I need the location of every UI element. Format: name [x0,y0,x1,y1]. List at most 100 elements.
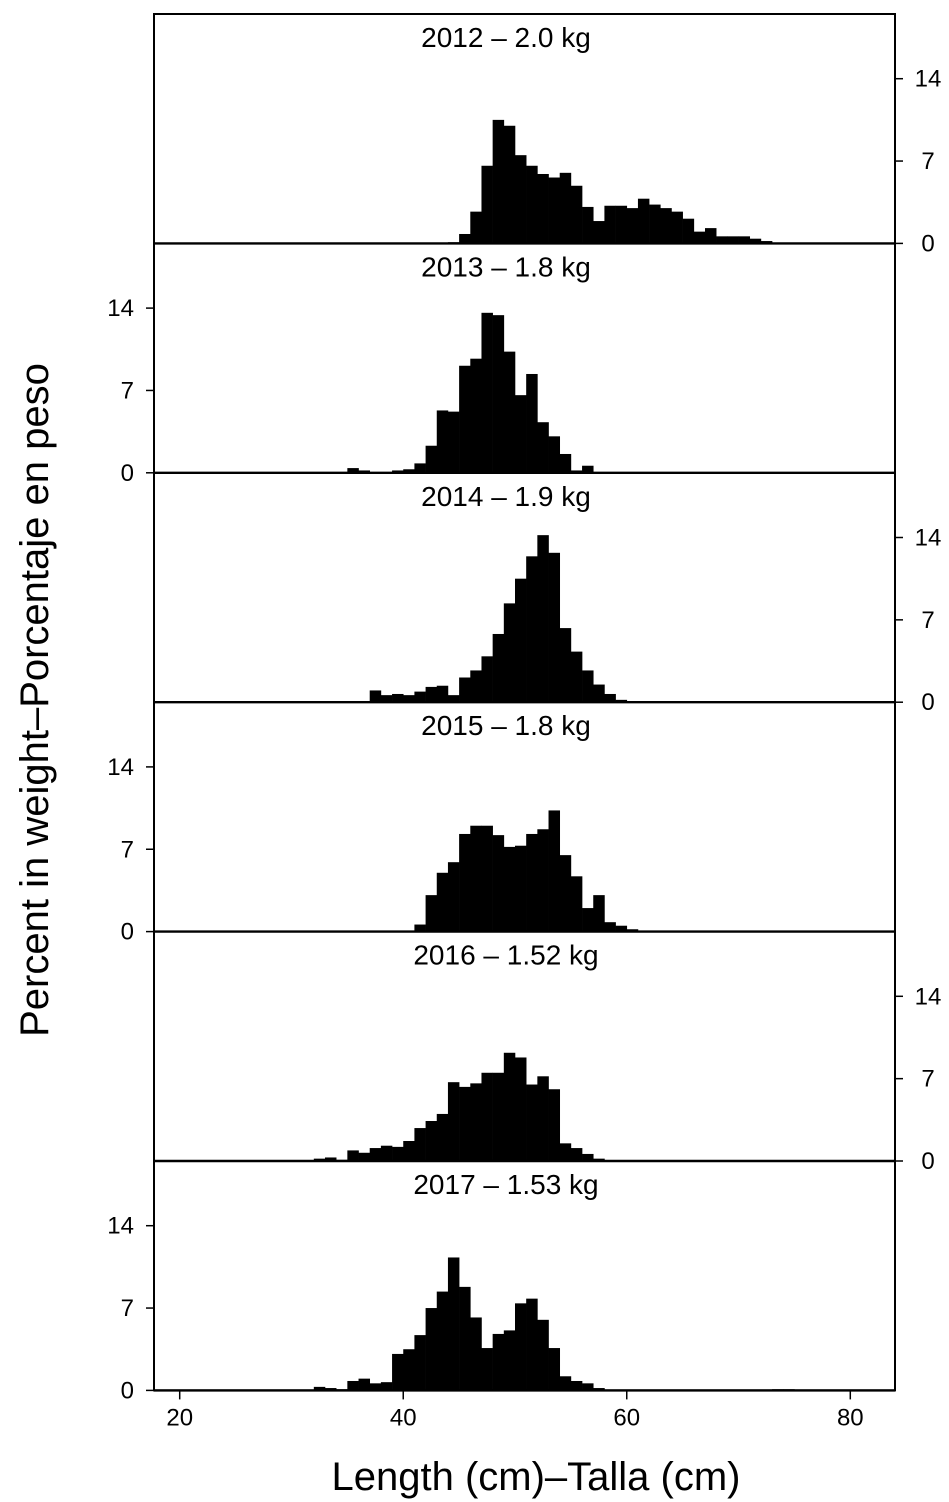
panel-title: 2016 – 1.52 kg [413,940,598,971]
histogram-bar [425,895,438,932]
x-tick-label: 40 [390,1404,417,1431]
histogram-bar [559,1143,572,1161]
histogram-bar [470,825,482,932]
histogram-bar [727,236,739,244]
x-tick-label: 80 [837,1404,864,1431]
x-tick-label: 20 [166,1404,193,1431]
histogram-bar [447,411,460,473]
histogram-bar [593,684,605,703]
histogram-bar [436,1291,449,1391]
histogram-bar [671,211,683,244]
histogram-bar [436,685,449,703]
histogram-bar [447,695,460,703]
plot-frame [153,13,896,1392]
histogram-bar [403,469,415,473]
x-tick-label: 60 [613,1404,640,1431]
histogram-bar [548,1089,561,1161]
histogram-bar [548,436,561,473]
histogram-bar [425,1308,438,1391]
histogram-bar [515,155,527,244]
histogram-bar [481,1348,493,1391]
histogram-bar [414,691,426,703]
histogram-bar [503,1052,516,1161]
histogram-bar [582,670,594,703]
y-tick-label: 14 [107,754,134,781]
histogram-bar [492,835,505,932]
histogram-bar [347,1150,359,1161]
histogram-bar [414,1335,426,1391]
histogram-bar [313,1386,326,1391]
histogram-bar [693,231,706,244]
histogram-bar [660,208,672,244]
histogram-bar [358,1378,371,1391]
histogram-bar [325,1157,337,1161]
histogram-bar [447,862,460,932]
histogram-bar [537,535,549,703]
histogram-bar [604,693,616,703]
y-tick-label: 0 [921,230,934,257]
histogram-bar [537,1319,549,1391]
histogram-bar [503,846,516,932]
histogram-bar [548,810,561,932]
histogram-bar [515,395,527,473]
panel-0: 2012 – 2.0 kg 0 7 14 [154,22,941,257]
panel-4: 2016 – 1.52 kg 0 7 14 [154,940,941,1175]
histogram-bar [559,453,572,473]
histogram-bar [447,1082,460,1161]
histogram-bar [705,228,717,244]
histogram-bar [548,552,561,703]
histogram-bar [749,238,762,244]
histogram-bar [380,1382,393,1391]
histogram-bar [716,236,728,244]
histogram-bar [526,833,538,932]
histogram-bar [526,1084,538,1161]
histogram-bar [559,1376,572,1391]
histogram-bar [492,315,505,473]
y-tick-label: 14 [915,66,942,93]
histogram-bar [436,410,449,473]
histogram-bar [570,1148,583,1161]
histogram-bar [392,693,404,703]
histogram-bar [492,1333,505,1391]
panel-1: 2013 – 1.8 kg 0 7 14 [107,251,895,487]
histogram-bar [503,1330,516,1391]
histogram-bar [615,205,628,244]
histogram-bar [537,173,549,244]
histogram-bar [570,1380,583,1391]
histogram-bar [526,165,538,244]
y-tick-label: 7 [121,377,134,404]
y-tick-label: 0 [921,689,934,716]
histogram-bar [436,872,449,932]
y-tick-label: 0 [921,1148,934,1175]
panel-title: 2012 – 2.0 kg [421,22,591,53]
histogram-bar [380,695,393,703]
histogram-bar [615,925,628,932]
histogram-bar [548,1348,561,1391]
histogram-bar [470,670,482,703]
histogram-bar [593,895,605,932]
panel-title: 2014 – 1.9 kg [421,481,591,512]
histogram-bar [481,656,493,703]
panel-title: 2013 – 1.8 kg [421,251,591,282]
histogram-bar [492,633,505,703]
histogram-bar [470,1317,482,1391]
histogram-bar [414,924,426,932]
panel-title: 2015 – 1.8 kg [421,710,591,741]
histogram-bar [403,1349,415,1391]
histogram-bar [481,165,493,244]
histogram-bar [582,1383,594,1391]
y-tick-label: 7 [921,607,934,634]
histogram-bar [459,1286,471,1391]
y-tick-label: 0 [121,460,134,487]
histogram-bar [537,829,549,932]
histogram-bar [481,1072,493,1161]
histogram-bar [459,677,471,703]
histogram-bar [570,185,583,244]
histogram-bar [392,1146,404,1161]
histogram-bar [582,465,594,473]
histogram-bar [582,908,594,932]
histogram-bar [425,686,438,703]
histogram-bar [459,833,471,932]
